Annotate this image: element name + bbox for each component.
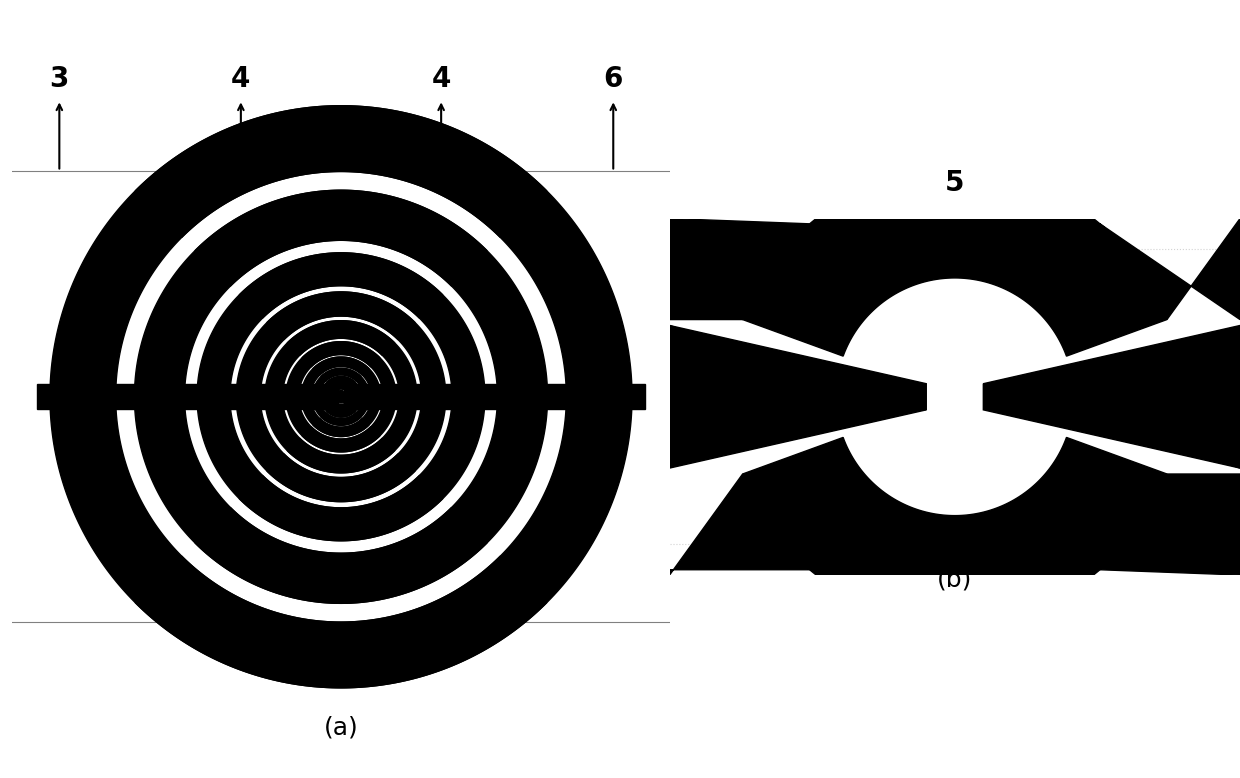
- Text: (a): (a): [324, 716, 358, 740]
- Polygon shape: [326, 382, 351, 412]
- Polygon shape: [135, 106, 632, 688]
- Polygon shape: [321, 368, 370, 426]
- Text: 3: 3: [50, 65, 69, 93]
- Polygon shape: [983, 384, 1240, 468]
- Polygon shape: [301, 357, 370, 436]
- Polygon shape: [239, 253, 485, 541]
- Polygon shape: [345, 384, 645, 409]
- Polygon shape: [1100, 219, 1240, 320]
- Polygon shape: [303, 342, 396, 452]
- Text: 5: 5: [945, 169, 965, 197]
- Polygon shape: [195, 191, 548, 603]
- Polygon shape: [743, 437, 1167, 622]
- Polygon shape: [37, 384, 337, 409]
- Polygon shape: [236, 292, 415, 502]
- Polygon shape: [670, 325, 926, 410]
- Polygon shape: [286, 342, 379, 452]
- Polygon shape: [331, 387, 348, 407]
- Text: 6: 6: [604, 65, 622, 93]
- Polygon shape: [50, 106, 547, 688]
- Polygon shape: [197, 253, 443, 541]
- Polygon shape: [670, 474, 810, 575]
- Polygon shape: [288, 321, 417, 473]
- Text: 4: 4: [231, 65, 250, 93]
- Circle shape: [335, 391, 347, 403]
- Polygon shape: [312, 368, 361, 426]
- Text: (b): (b): [937, 568, 972, 592]
- Polygon shape: [134, 191, 487, 603]
- Polygon shape: [334, 387, 351, 407]
- Polygon shape: [326, 377, 361, 417]
- Polygon shape: [267, 292, 446, 502]
- Polygon shape: [670, 325, 926, 468]
- Text: 4: 4: [432, 65, 451, 93]
- Polygon shape: [743, 171, 1167, 356]
- Polygon shape: [312, 357, 381, 436]
- Polygon shape: [331, 382, 356, 412]
- Polygon shape: [321, 377, 356, 417]
- Polygon shape: [670, 219, 810, 320]
- Polygon shape: [265, 321, 394, 473]
- Polygon shape: [1100, 474, 1240, 575]
- Polygon shape: [983, 325, 1240, 468]
